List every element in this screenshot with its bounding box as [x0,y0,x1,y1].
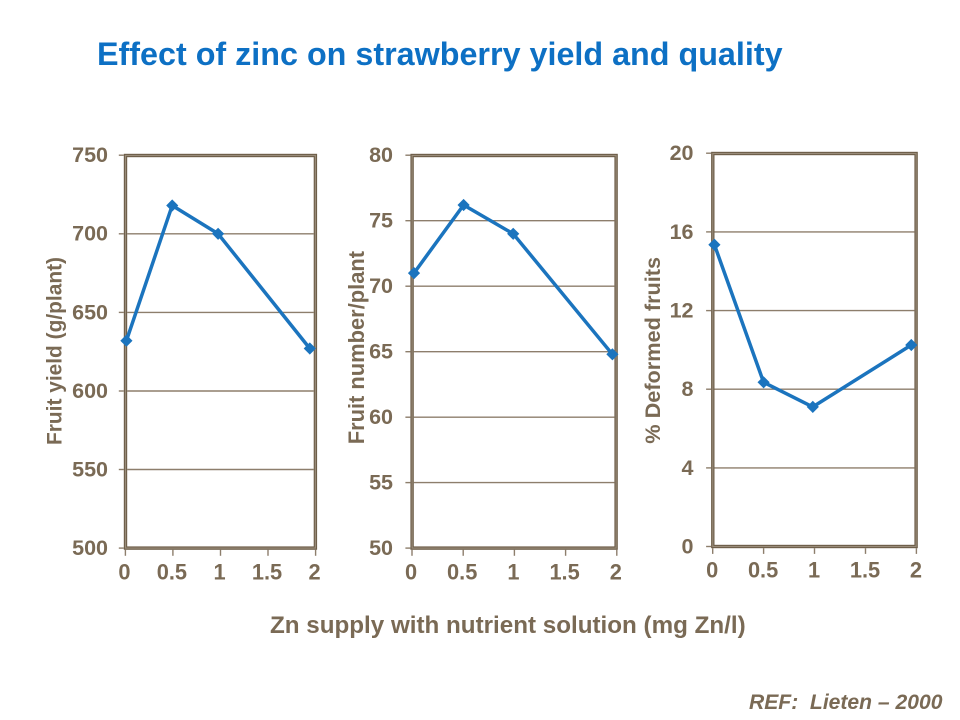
svg-text:0: 0 [118,560,130,585]
svg-text:0: 0 [405,560,417,585]
svg-text:60: 60 [369,405,393,429]
svg-text:0: 0 [706,557,718,582]
svg-text:50: 50 [369,536,393,560]
svg-text:4: 4 [682,456,694,480]
svg-text:1.5: 1.5 [252,560,282,585]
svg-text:80: 80 [369,143,393,167]
svg-text:8: 8 [682,377,694,401]
svg-text:750: 750 [72,143,108,167]
svg-text:600: 600 [72,379,108,403]
svg-text:12: 12 [670,299,694,323]
svg-text:1.5: 1.5 [850,557,880,582]
svg-text:650: 650 [72,300,108,324]
svg-text:500: 500 [72,536,108,560]
svg-text:% Deformed fruits: % Deformed fruits [640,257,665,444]
svg-text:0.5: 0.5 [748,557,778,582]
svg-text:0.5: 0.5 [157,560,187,585]
svg-text:0.5: 0.5 [447,560,477,585]
svg-text:65: 65 [369,340,393,364]
svg-text:2: 2 [309,560,321,585]
svg-text:55: 55 [369,471,393,495]
svg-text:75: 75 [369,209,393,233]
svg-text:1: 1 [808,557,820,582]
svg-text:Fruit number/plant: Fruit number/plant [344,250,369,444]
svg-text:70: 70 [369,274,393,298]
svg-text:Fruit yield (g/plant): Fruit yield (g/plant) [43,257,66,445]
svg-text:1: 1 [213,560,225,585]
svg-text:1: 1 [507,560,519,585]
svg-text:2: 2 [910,557,922,582]
svg-text:20: 20 [670,141,694,165]
svg-text:700: 700 [72,222,108,246]
svg-text:550: 550 [72,457,108,481]
svg-text:16: 16 [670,220,694,244]
svg-text:1.5: 1.5 [549,560,579,585]
svg-text:0: 0 [682,534,694,558]
svg-text:2: 2 [610,560,622,585]
